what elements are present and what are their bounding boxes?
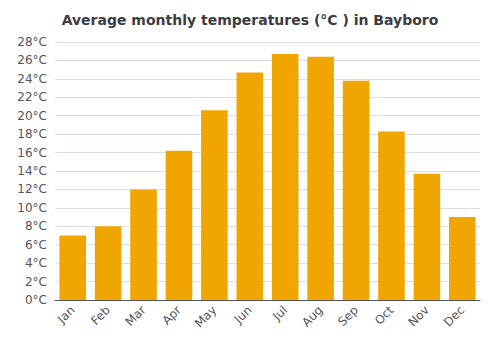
svg-text:14°C: 14°C [17,164,47,178]
svg-text:Dec: Dec [441,303,467,329]
svg-text:10°C: 10°C [17,201,47,215]
svg-text:0°C: 0°C [25,293,47,307]
svg-text:Average monthly temperatures (: Average monthly temperatures (°C ) in Ba… [62,12,439,28]
svg-text:Nov: Nov [405,303,431,329]
svg-text:Apr: Apr [159,303,184,328]
svg-text:Jul: Jul [269,303,290,324]
svg-text:Mar: Mar [123,303,149,329]
svg-text:8°C: 8°C [25,219,47,233]
svg-text:26°C: 26°C [17,53,47,67]
svg-text:16°C: 16°C [17,146,47,160]
svg-text:Jan: Jan [54,303,78,327]
svg-text:22°C: 22°C [17,90,47,104]
svg-text:2°C: 2°C [25,275,47,289]
svg-text:Oct: Oct [372,303,397,328]
svg-text:12°C: 12°C [17,182,47,196]
svg-text:18°C: 18°C [17,127,47,141]
svg-text:May: May [192,303,219,330]
svg-text:28°C: 28°C [17,35,47,49]
svg-text:6°C: 6°C [25,238,47,252]
svg-text:Aug: Aug [299,303,325,329]
svg-text:24°C: 24°C [17,72,47,86]
svg-text:Feb: Feb [88,303,113,328]
svg-text:Sep: Sep [335,303,361,329]
svg-text:4°C: 4°C [25,256,47,270]
svg-text:20°C: 20°C [17,109,47,123]
svg-text:Jun: Jun [231,303,255,327]
